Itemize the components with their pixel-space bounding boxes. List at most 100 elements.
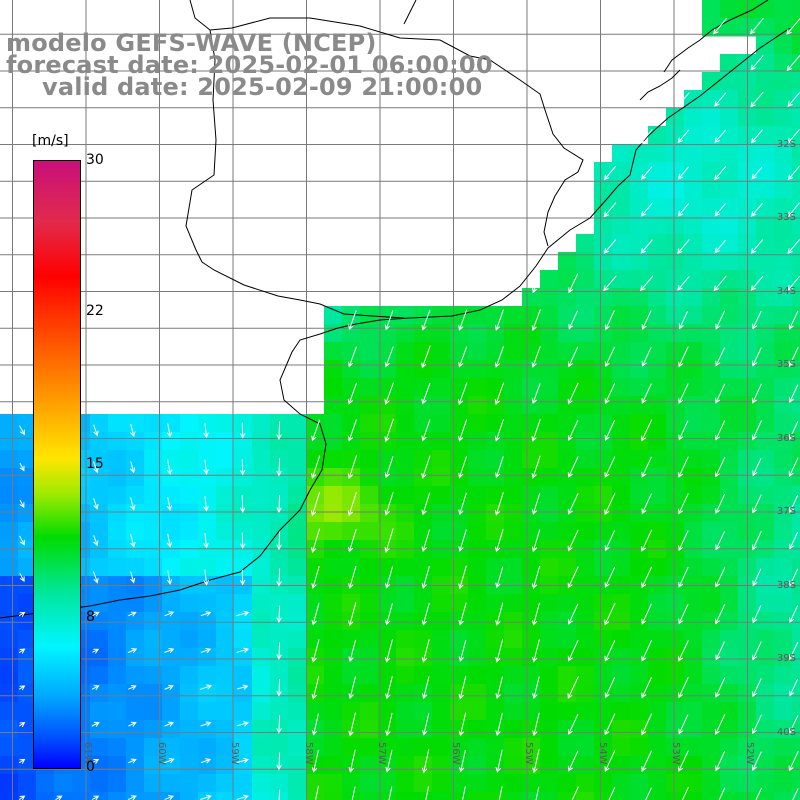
wind-arrow <box>792 788 799 800</box>
speed-cell <box>378 486 397 505</box>
latitude-label: 40S <box>776 726 796 738</box>
speed-cell <box>756 144 775 163</box>
speed-cell <box>612 684 631 703</box>
speed-cell <box>486 720 505 739</box>
speed-cell <box>666 162 685 181</box>
speed-cell <box>360 684 379 703</box>
speed-cell <box>0 792 19 800</box>
speed-cell <box>792 612 800 631</box>
speed-cell <box>432 324 451 343</box>
speed-cell <box>468 648 487 667</box>
wind-arrow <box>640 129 653 144</box>
speed-cell <box>90 558 109 577</box>
speed-cell <box>684 270 703 289</box>
wind-arrow <box>348 676 356 700</box>
speed-cell <box>216 720 235 739</box>
wind-arrow <box>604 310 615 331</box>
speed-cell <box>0 468 19 487</box>
speed-cell <box>720 288 739 307</box>
speed-cell <box>648 180 667 199</box>
speed-cell <box>288 666 307 685</box>
wind-arrow <box>495 749 503 773</box>
wind-arrow <box>458 346 468 368</box>
speed-cell <box>684 126 703 145</box>
wind-arrow <box>425 786 429 800</box>
speed-cell <box>612 558 631 577</box>
wind-arrow <box>127 648 138 654</box>
speed-cell <box>108 666 127 685</box>
speed-cell <box>774 594 793 613</box>
speed-cell <box>576 360 595 379</box>
speed-cell <box>396 630 415 649</box>
speed-cell <box>18 702 37 721</box>
wind-arrow <box>604 492 616 516</box>
speed-cell <box>288 630 307 649</box>
speed-cell <box>792 774 800 793</box>
speed-cell <box>720 720 739 739</box>
speed-cell <box>702 666 721 685</box>
speed-cell <box>180 468 199 487</box>
wind-arrow <box>385 603 393 626</box>
speed-cell <box>594 630 613 649</box>
wind-arrow <box>130 461 136 474</box>
wind-arrow <box>715 751 726 772</box>
speed-cell <box>396 702 415 721</box>
speed-cell <box>144 792 163 800</box>
wind-arrow <box>348 749 356 773</box>
speed-cell <box>648 522 667 541</box>
speed-cell <box>720 108 739 127</box>
wind-arrow <box>495 309 504 331</box>
speed-cell <box>792 468 800 487</box>
speed-cell <box>648 414 667 433</box>
speed-cell <box>216 756 235 775</box>
longitude-label: 56W <box>449 742 461 765</box>
speed-cell <box>720 144 739 163</box>
speed-cell <box>594 504 613 523</box>
speed-cell <box>504 486 523 505</box>
speed-cell <box>684 648 703 667</box>
speed-cell <box>468 486 487 505</box>
wind-arrow <box>494 492 504 516</box>
speed-cell <box>432 702 451 721</box>
speed-cell <box>666 468 685 487</box>
wind-arrow <box>789 495 799 513</box>
speed-cell <box>234 522 253 541</box>
speed-cell <box>0 522 19 541</box>
speed-cell <box>324 558 343 577</box>
speed-cell <box>306 792 325 800</box>
speed-cell <box>180 684 199 703</box>
speed-cell <box>774 756 793 775</box>
speed-cell <box>720 54 739 73</box>
speed-cell <box>414 666 433 685</box>
speed-cell <box>162 702 181 721</box>
speed-cell <box>252 756 271 775</box>
wind-arrow <box>384 418 394 443</box>
wind-arrow <box>348 310 357 331</box>
speed-cell <box>108 594 127 613</box>
wind-arrow <box>678 493 689 515</box>
speed-cell <box>756 18 775 37</box>
speed-cell <box>630 756 649 775</box>
wind-arrow <box>276 715 282 734</box>
speed-cell <box>630 558 649 577</box>
speed-cell <box>774 198 793 217</box>
latitude-label: 34S <box>776 285 796 297</box>
speed-cell <box>756 666 775 685</box>
longitude-label: 55W <box>523 742 534 765</box>
speed-cell <box>522 378 541 397</box>
speed-cell <box>558 432 577 451</box>
speed-cell <box>648 252 667 271</box>
speed-cell <box>324 486 343 505</box>
wind-arrow <box>715 310 725 330</box>
speed-cell <box>648 738 667 757</box>
wind-arrow <box>93 461 99 474</box>
speed-cell <box>18 468 37 487</box>
speed-cell <box>612 774 631 793</box>
speed-cell <box>108 630 127 649</box>
wind-arrow <box>203 459 209 475</box>
speed-cell <box>252 702 271 721</box>
speed-cell <box>576 792 595 800</box>
speed-cell <box>612 198 631 217</box>
speed-cell <box>684 468 703 487</box>
speed-cell <box>432 666 451 685</box>
